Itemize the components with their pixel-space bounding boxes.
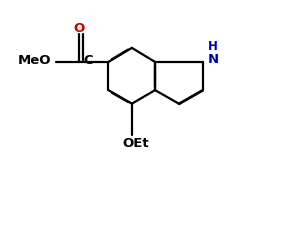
Text: H: H bbox=[207, 40, 217, 53]
Text: C: C bbox=[83, 54, 93, 67]
Text: OEt: OEt bbox=[123, 137, 149, 150]
Text: O: O bbox=[73, 22, 84, 35]
Text: MeO: MeO bbox=[18, 54, 52, 67]
Text: N: N bbox=[207, 53, 219, 66]
